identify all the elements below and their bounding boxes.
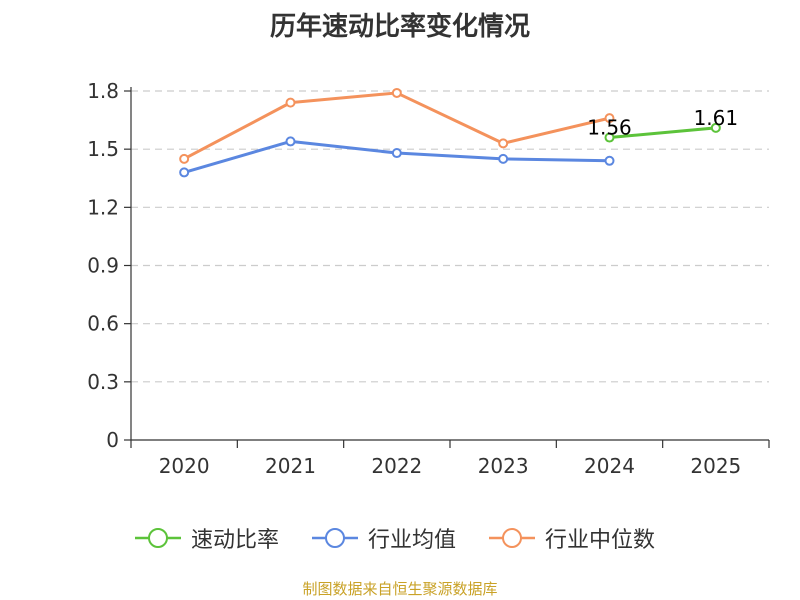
- data-point: [604, 132, 615, 143]
- legend-label: 行业均值: [368, 528, 457, 553]
- data-point: [285, 136, 296, 147]
- chart-title: 历年速动比率变化情况: [269, 12, 530, 42]
- series-行业均值: [179, 136, 615, 178]
- x-tick-label: 2025: [690, 454, 741, 478]
- data-point: [179, 153, 190, 164]
- data-label-layer: 1.56 1.61: [587, 106, 738, 140]
- series-layer: [179, 87, 721, 178]
- y-tick-label: 0.6: [87, 312, 119, 336]
- data-point: [179, 167, 190, 178]
- y-tick-label: 0.9: [87, 254, 119, 278]
- x-tick-label: 2022: [371, 454, 422, 478]
- x-tick-label: 2024: [584, 454, 635, 478]
- data-label: 1.56: [587, 116, 632, 140]
- data-point: [710, 122, 721, 133]
- legend-marker-icon: [312, 528, 358, 548]
- y-tick-label: 1.8: [87, 79, 119, 103]
- legend-label: 行业中位数: [545, 528, 656, 553]
- data-point: [498, 153, 509, 164]
- y-tick-label: 1.5: [87, 137, 119, 161]
- data-label: 1.61: [694, 106, 739, 130]
- series-line: [609, 126, 716, 140]
- legend: 速动比率 行业均值 行业中位数: [0, 520, 800, 556]
- data-point: [604, 113, 615, 124]
- y-tick-label: 1.2: [87, 195, 119, 219]
- legend-label: 速动比率: [191, 528, 280, 553]
- x-tick-label: 2020: [159, 454, 210, 478]
- legend-item[interactable]: 行业均值: [310, 520, 456, 556]
- y-tick-label: 0.3: [87, 370, 119, 394]
- legend-marker-icon: [135, 528, 181, 548]
- data-point: [604, 155, 615, 166]
- legend-marker-icon: [489, 528, 535, 548]
- data-point: [285, 97, 296, 108]
- data-point: [391, 87, 402, 98]
- series-速动比率: [604, 122, 721, 143]
- x-tick-label: 2021: [265, 454, 316, 478]
- data-point: [391, 148, 402, 159]
- x-tick-label: 2023: [478, 454, 529, 478]
- series-行业中位数: [179, 87, 615, 164]
- grid-layer: [131, 90, 769, 383]
- source-footer: 制图数据来自恒生聚源数据库: [302, 580, 498, 598]
- data-point: [498, 138, 509, 149]
- axis-layer: 0 0.3 0.6 0.9 1.2 1.5 1.8 2020 2021 2022 2023 2024 2…: [87, 79, 770, 478]
- legend-item[interactable]: 行业中位数: [487, 520, 655, 556]
- y-tick-label: 0: [106, 428, 119, 452]
- legend-item[interactable]: 速动比率: [133, 520, 279, 556]
